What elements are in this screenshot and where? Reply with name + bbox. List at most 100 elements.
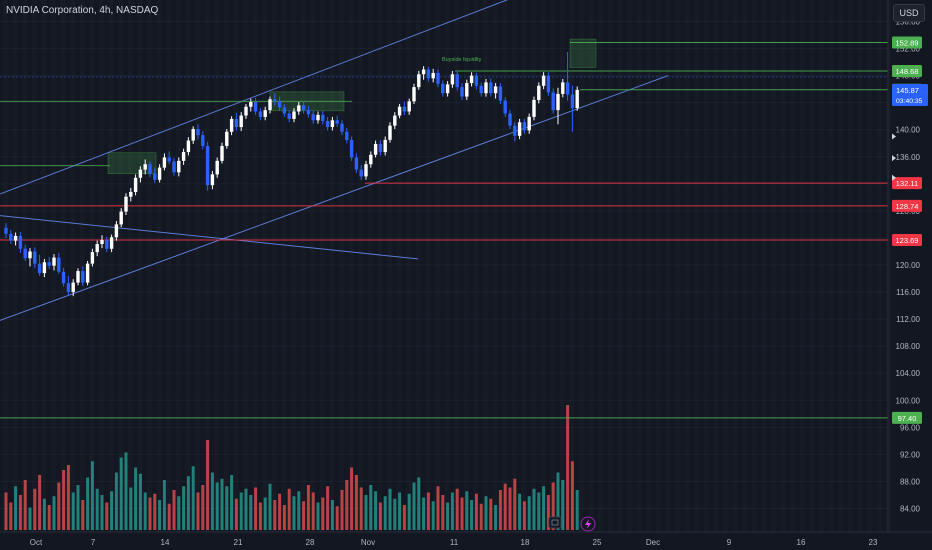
price-tag-value: 148.68 [896,67,919,76]
candle-body [28,251,32,259]
candle-body [373,143,378,155]
candle-body [119,211,123,225]
grid-band [387,0,392,532]
volume-bar [546,495,550,530]
currency-button[interactable]: USD [893,4,925,22]
volume-bar [316,502,320,530]
candle-body [124,196,128,212]
volume-bar [470,500,474,530]
grid-band [876,0,882,532]
candle-body [388,125,392,140]
time-tick-label: 23 [869,538,878,547]
volume-bar [537,492,541,530]
grid-band [607,0,613,532]
price-tick-label: 136.00 [896,153,921,162]
candle-body [215,160,219,175]
candle-body [407,101,411,112]
time-tick-label: 28 [306,538,315,547]
lightning-icon[interactable] [580,516,596,532]
price-tag-value: 128.74 [896,202,919,211]
time-tick-label: 21 [234,538,243,547]
grid [0,0,891,532]
volume-bar [383,496,387,530]
volume-bar [566,405,570,530]
grid-band [828,0,834,532]
candle-body [33,251,37,264]
volume-bar [148,497,152,530]
time-tick-label: 18 [521,538,530,547]
candle-body [546,75,551,93]
candle-body [527,116,531,131]
volume-bar [4,492,8,530]
event-flag-icon[interactable] [548,516,562,529]
volume-bar [412,482,416,530]
time-tick-label: Dec [646,538,660,547]
candle-body [541,75,546,86]
grid-band [262,0,267,532]
price-tick-label: 120.00 [896,261,921,270]
countdown-timer: 03:40:35 [896,98,923,105]
time-tick-label: 11 [450,538,459,547]
volume-bar [110,491,114,530]
volume-bar [153,493,157,530]
volume-bar [196,492,200,530]
volume-bar [244,488,248,530]
volume-bar [292,496,296,530]
volume-bar [479,503,483,530]
grid-band [31,0,37,532]
volume-bar [52,496,56,530]
candles [4,51,579,297]
candle-body [81,271,85,283]
current-price-value: 145.87 [896,86,919,95]
price-tick-label: 156.00 [896,18,921,27]
candle-body [282,107,287,114]
candle-body [273,99,277,102]
volume-bar [215,482,219,530]
volume-bar [359,487,363,530]
volume-bar [388,488,392,530]
candle-body [431,72,435,79]
grid-band [396,0,402,532]
time-axis[interactable]: Oct 7 14 21 28 Nov 11 18 25 Dec 9 16 23 [30,538,878,547]
grid-band [780,0,786,532]
candle-body [335,120,339,124]
volume-bar [230,475,234,530]
grid-band [233,0,239,532]
volume-bar [258,502,262,530]
volume-bar [542,486,546,530]
volume-bar [508,487,512,530]
price-tag-value: 123.69 [896,236,919,245]
candle-body [109,237,114,249]
candle-body [229,118,234,132]
candle-body [47,262,51,266]
volume-bar [335,506,339,530]
volume-bar [561,480,565,530]
volume-bar [417,477,421,530]
volume-bar [206,440,210,530]
price-tag-box [892,36,922,49]
grid-band [473,0,479,532]
volume-bar [201,485,205,530]
volume-bar [138,473,142,530]
price-tag-value: 132.11 [896,179,918,188]
price-tag-box [892,199,922,212]
volume-bar [402,505,406,530]
grid-band [675,0,680,532]
candle-body [13,235,18,241]
grid-band [617,0,623,532]
volume-bar [38,475,42,530]
volume-bar [378,502,382,530]
candle-body [565,82,570,95]
candle-body [253,102,258,112]
candle-body [191,129,195,141]
volume-bar [484,496,488,530]
grid-band [483,0,488,532]
grid-band [358,0,363,532]
volume-bar [268,483,272,530]
candle-body [76,271,80,283]
candle-body [508,113,512,126]
price-tick-label: 108.00 [896,342,921,351]
volume-bar [297,491,301,530]
volume-bar [23,480,27,530]
